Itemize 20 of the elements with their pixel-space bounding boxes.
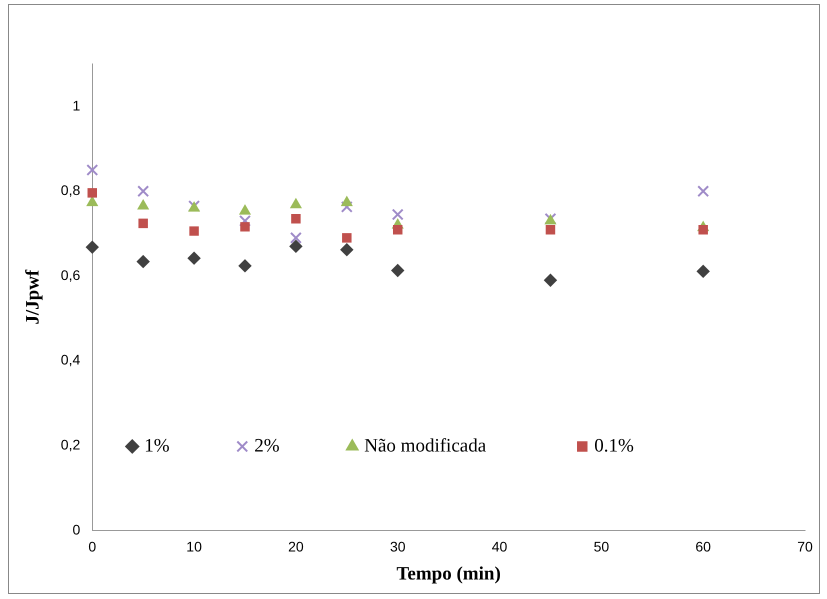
- y-tick-label: 0,2: [60, 436, 80, 452]
- legend-label: 2%: [254, 435, 280, 456]
- y-tick-label: 0,6: [60, 266, 80, 283]
- y-tick-label: 1: [72, 97, 80, 114]
- y-tick-label: 0: [72, 521, 80, 538]
- y-tick-label: 0,8: [60, 182, 80, 198]
- x-tick-label: 70: [797, 538, 813, 555]
- x-tick-label: 0: [88, 538, 96, 555]
- x-tick-label: 10: [186, 538, 202, 555]
- legend-label: 0.1%: [594, 435, 634, 456]
- y-axis-title: J/Jpwf: [22, 269, 44, 325]
- legend-label: 1%: [144, 435, 170, 456]
- legend-label: Não modificada: [364, 435, 487, 456]
- x-tick-label: 20: [288, 538, 304, 555]
- x-axis-title: Tempo (min): [396, 564, 501, 585]
- x-tick-label: 50: [594, 538, 610, 555]
- x-tick-label: 60: [695, 538, 712, 555]
- x-tick-label: 40: [492, 538, 508, 555]
- y-tick-label: 0,4: [60, 352, 80, 368]
- x-tick-label: 30: [390, 538, 406, 555]
